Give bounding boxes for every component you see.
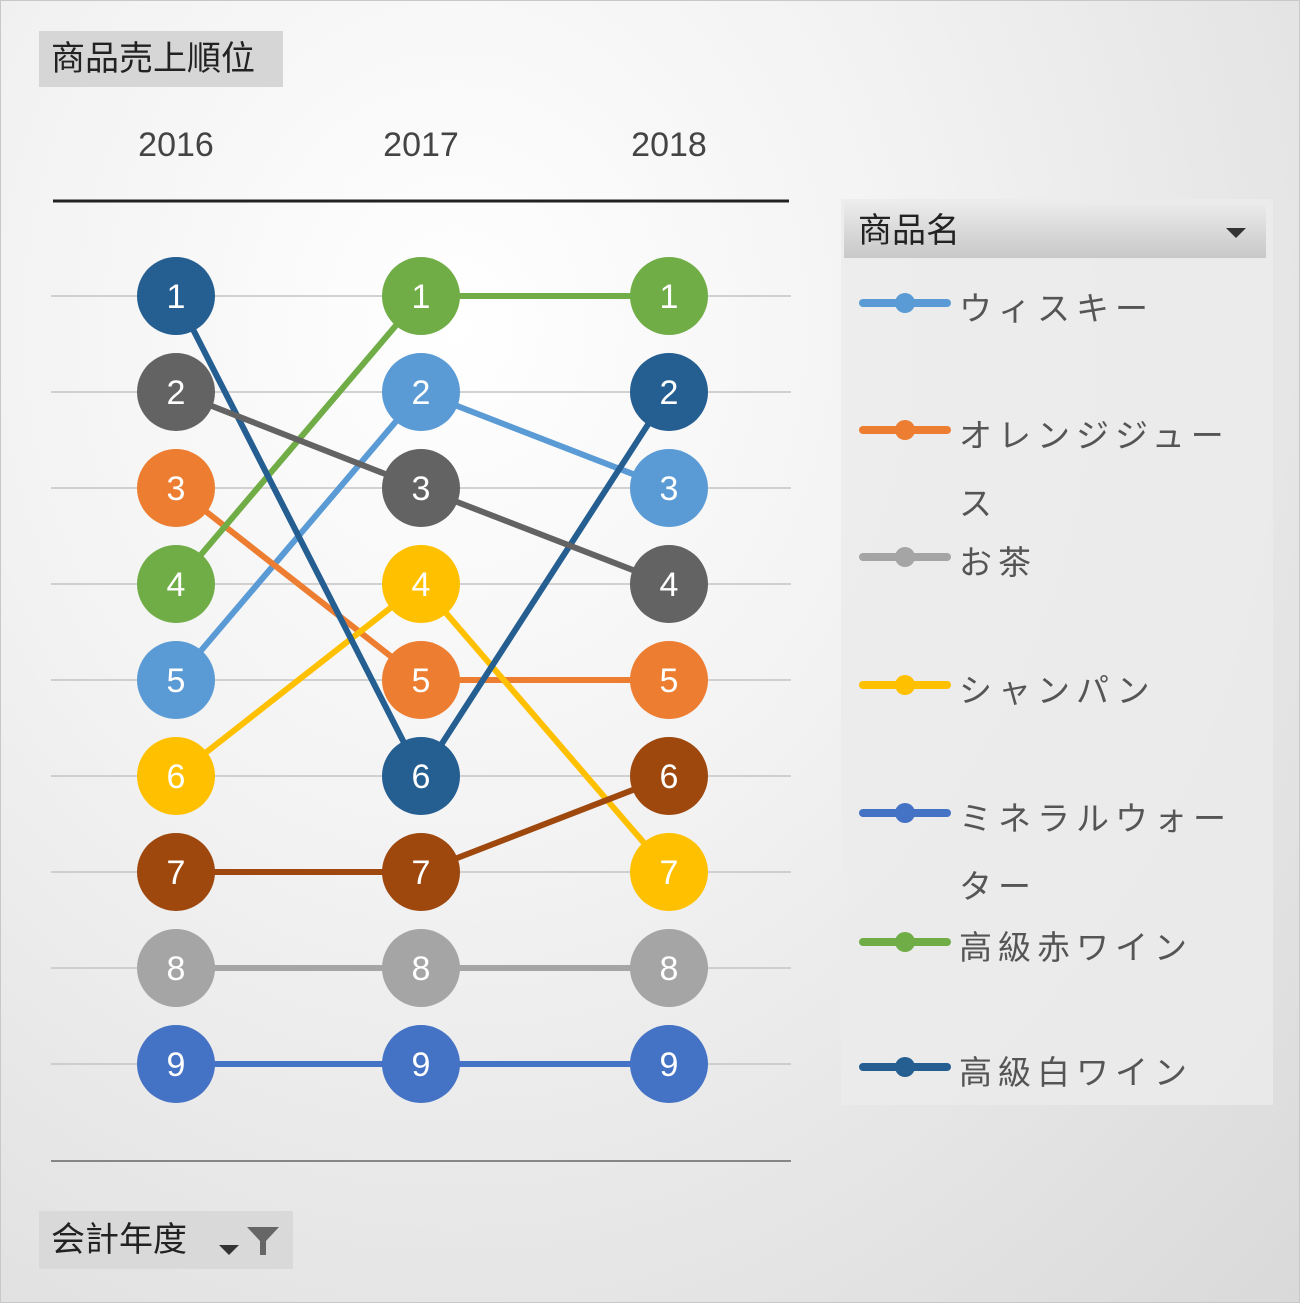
data-point [630,1025,708,1103]
data-label: 3 [660,470,679,508]
data-point [382,737,460,815]
data-point [382,449,460,527]
data-label: 2 [660,374,679,412]
legend-marker-icon [859,803,951,823]
data-point [630,737,708,815]
data-point [382,929,460,1007]
data-label: 5 [167,662,186,700]
data-point [630,449,708,527]
data-point [137,449,215,527]
data-label: 1 [412,278,431,316]
legend: 商品名 ウィスキーオレンジジュースお茶シャンパンミネラルウォーター高級赤ワイン高… [841,199,1273,1105]
data-point [382,641,460,719]
filter-field-button[interactable]: 会計年度 [39,1211,293,1269]
data-label: 5 [412,662,431,700]
dropdown-arrow-icon[interactable] [219,1245,239,1255]
category-label: 2017 [383,126,459,164]
data-label: 6 [412,758,431,796]
legend-label: ウィスキー [959,289,1154,328]
data-label: 2 [167,374,186,412]
data-point [137,641,215,719]
data-label: 8 [167,950,186,988]
data-point [137,353,215,431]
data-label: 9 [660,1046,679,1084]
data-point [382,833,460,911]
data-label: 6 [660,758,679,796]
data-label: 8 [412,950,431,988]
legend-marker-icon [859,547,951,567]
data-point [630,353,708,431]
data-label: 1 [167,278,186,316]
data-label: 3 [412,470,431,508]
data-label: 8 [660,950,679,988]
data-point [630,833,708,911]
data-point [630,257,708,335]
legend-title: 商品名 [858,211,960,251]
legend-marker-icon [859,1057,951,1077]
legend-label: シャンパン [959,671,1156,710]
data-point [137,929,215,1007]
data-point [630,641,708,719]
legend-label: オレンジジュース [959,416,1230,523]
data-label: 4 [167,566,186,604]
legend-label: 高級白ワイン [959,1053,1193,1092]
legend-marker-icon [859,420,951,440]
legend-marker-icon [859,932,951,952]
legend-label: お茶 [959,543,1037,582]
data-point [137,1025,215,1103]
data-label: 9 [167,1046,186,1084]
data-label: 9 [412,1046,431,1084]
data-point [137,833,215,911]
legend-marker-icon [859,293,951,313]
data-label: 5 [660,662,679,700]
data-point [137,737,215,815]
data-label: 2 [412,374,431,412]
filter-label: 会計年度 [51,1220,187,1260]
data-label: 7 [660,854,679,892]
legend-label: ミネラルウォーター [959,799,1232,906]
data-point [137,545,215,623]
data-point [630,929,708,1007]
legend-label: 高級赤ワイン [959,928,1193,967]
data-label: 6 [167,758,186,796]
data-point [382,545,460,623]
series-line [174,579,672,874]
data-label: 7 [167,854,186,892]
data-point [630,545,708,623]
category-label: 2018 [631,126,707,164]
data-label: 1 [660,278,679,316]
data-point [382,1025,460,1103]
category-label: 2016 [138,126,214,164]
chart-title[interactable]: 商品売上順位 [39,31,283,87]
legend-field-button[interactable]: 商品名 [844,202,1266,258]
data-label: 4 [660,566,679,604]
data-label: 3 [167,470,186,508]
data-point [137,257,215,335]
data-point [382,257,460,335]
data-point [382,353,460,431]
funnel-icon [247,1227,279,1255]
legend-marker-icon [859,675,951,695]
data-label: 7 [412,854,431,892]
data-label: 4 [412,566,431,604]
dropdown-arrow-icon[interactable] [1226,228,1246,238]
